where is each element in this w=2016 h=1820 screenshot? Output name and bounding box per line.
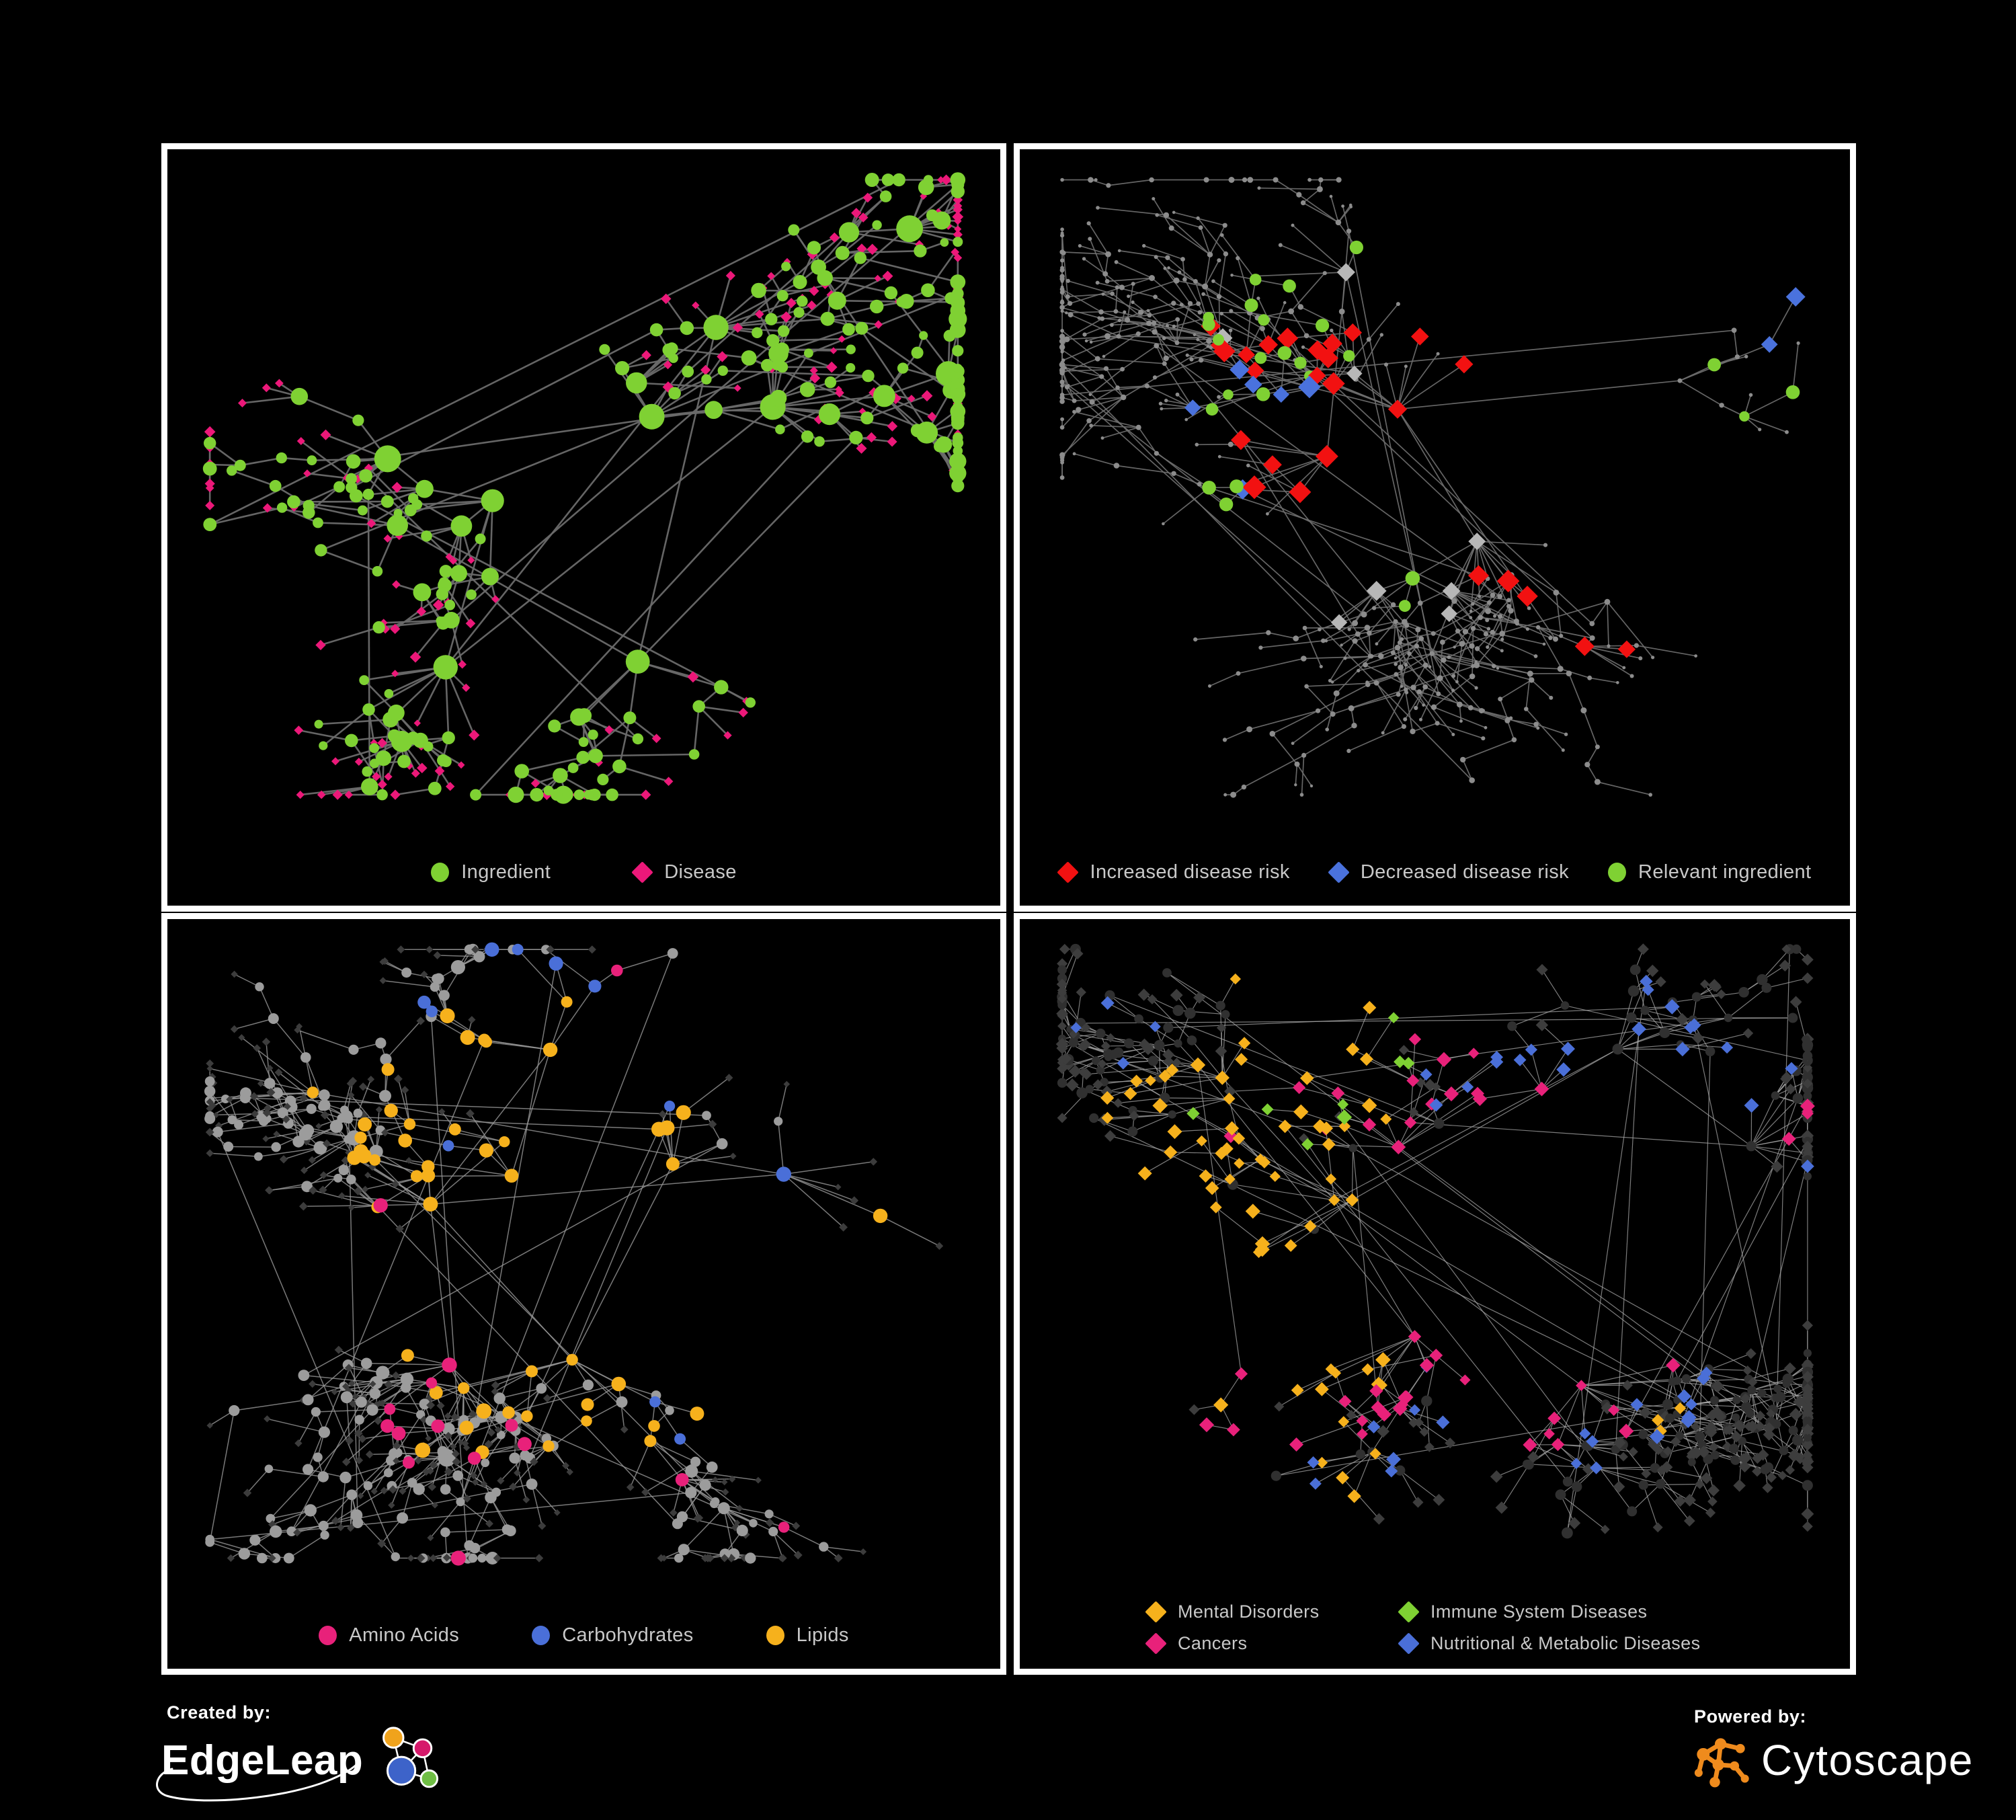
diamond-swatch-icon <box>1328 861 1350 883</box>
powered-by-label: Powered by: <box>1694 1706 1807 1727</box>
diamond-swatch-icon <box>1398 1601 1420 1623</box>
highlight-nodes-layer <box>202 172 967 804</box>
legend-item: Nutritional & Metabolic Diseases <box>1398 1632 1701 1655</box>
legend-label: Lipids <box>796 1624 849 1646</box>
circle-swatch-icon <box>1608 862 1627 882</box>
legend-item: Ingredient <box>431 861 551 883</box>
legend-ingredient-disease: Ingredient Disease <box>167 838 1000 906</box>
legend-item: Lipids <box>766 1624 849 1647</box>
panel-disease-categories: Mental Disorders Immune System Diseases Ca… <box>1014 913 1856 1675</box>
panel-ingredient-disease: Ingredient Disease <box>161 143 1006 912</box>
legend-label: Cancers <box>1178 1633 1248 1653</box>
circle-swatch-icon <box>532 1625 551 1645</box>
legend-item: Cancers <box>1145 1632 1399 1655</box>
legend-label: Mental Disorders <box>1178 1601 1320 1622</box>
diamond-swatch-icon <box>631 861 653 883</box>
edgeleap-node-orange <box>382 1727 405 1749</box>
edges-layer <box>208 179 959 796</box>
legend-item: Amino Acids <box>319 1624 459 1647</box>
legend-item: Disease <box>631 861 737 883</box>
circle-swatch-icon <box>431 862 450 882</box>
legend-label: Decreased disease risk <box>1360 861 1570 883</box>
legend-label: Disease <box>664 861 737 883</box>
legend-item: Mental Disorders <box>1145 1601 1399 1623</box>
cytoscape-logo-text: Cytoscape <box>1761 1736 1974 1784</box>
panel-macronutrients: Amino Acids Carbohydrates Lipids <box>161 913 1006 1675</box>
legend-item: Carbohydrates <box>532 1624 693 1647</box>
highlight-nodes-layer <box>1070 973 1815 1503</box>
edgeleap-node-blue <box>387 1755 417 1786</box>
legend-label: Carbohydrates <box>562 1624 694 1646</box>
legend-item: Decreased disease risk <box>1328 861 1570 883</box>
legend-macronutrients: Amino Acids Carbohydrates Lipids <box>167 1601 1000 1669</box>
edgeleap-logo-icon <box>382 1727 439 1788</box>
nodes-layer <box>204 174 964 801</box>
highlight-nodes-layer <box>307 942 888 1566</box>
cytoscape-logo-icon <box>1694 1738 1749 1788</box>
edgeleap-brand: Created by: EdgeLeap <box>156 1702 444 1802</box>
legend-item: Increased disease risk <box>1057 861 1290 883</box>
edges-layer <box>1061 179 1799 795</box>
diamond-swatch-icon <box>1145 1601 1167 1623</box>
legend-disease-risk: Increased disease risk Decreased disease … <box>1020 838 1850 906</box>
diamond-swatch-icon <box>1057 861 1080 883</box>
network-graph-macronutrients <box>204 942 944 1566</box>
diamond-swatch-icon <box>1145 1632 1167 1655</box>
nodes-layer <box>204 943 944 1565</box>
nodes-layer <box>1059 177 1800 798</box>
nodes-layer <box>1055 943 1814 1539</box>
edgeleap-node-green <box>419 1769 439 1788</box>
cytoscape-brand: Powered by: <box>1694 1706 1974 1789</box>
network-graph-disease-risk <box>1059 177 1806 798</box>
edgeleap-logo-text: EdgeLeap <box>161 1737 364 1784</box>
legend-label: Increased disease risk <box>1090 861 1290 883</box>
legend-item: Relevant ingredient <box>1608 861 1811 883</box>
created-by-label: Created by: <box>167 1702 272 1723</box>
legend-label: Amino Acids <box>349 1624 460 1646</box>
legend-label: Nutritional & Metabolic Diseases <box>1430 1633 1701 1653</box>
panel-disease-risk: Increased disease risk Decreased disease … <box>1014 143 1856 912</box>
network-graph-ingredient-disease <box>202 172 967 804</box>
edges-layer <box>209 949 940 1559</box>
circle-swatch-icon <box>766 1625 784 1645</box>
legend-label: Ingredient <box>461 861 551 883</box>
legend-label: Immune System Diseases <box>1430 1601 1648 1622</box>
diamond-swatch-icon <box>1398 1632 1420 1655</box>
network-graph-disease-categories <box>1055 943 1815 1539</box>
circle-swatch-icon <box>319 1625 337 1645</box>
legend-disease-categories: Mental Disorders Immune System Diseases Ca… <box>1020 1587 1850 1669</box>
legend-label: Relevant ingredient <box>1638 861 1812 883</box>
legend-item: Immune System Diseases <box>1398 1601 1700 1623</box>
edgeleap-node-magenta <box>413 1738 433 1759</box>
